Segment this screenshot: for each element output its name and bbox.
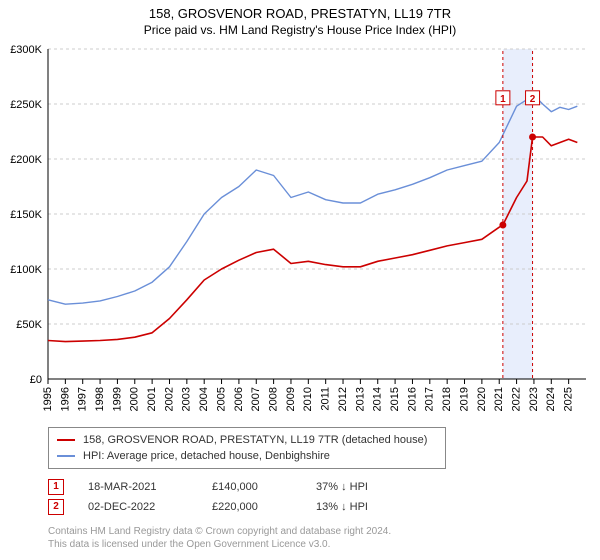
- svg-text:2023: 2023: [528, 387, 540, 411]
- svg-text:1995: 1995: [42, 387, 54, 411]
- svg-text:1999: 1999: [111, 387, 123, 411]
- legend-row: 158, GROSVENOR ROAD, PRESTATYN, LL19 7TR…: [57, 432, 437, 448]
- footnote-line-1: Contains HM Land Registry data © Crown c…: [48, 525, 600, 538]
- svg-text:£100K: £100K: [10, 264, 42, 276]
- svg-text:2015: 2015: [389, 387, 401, 411]
- footnote-line-2: This data is licensed under the Open Gov…: [48, 538, 600, 551]
- svg-text:£0: £0: [30, 374, 42, 386]
- event-row: 1 18-MAR-2021 £140,000 37% ↓ HPI: [48, 477, 600, 497]
- event-date: 18-MAR-2021: [88, 477, 188, 497]
- svg-text:2017: 2017: [424, 387, 436, 411]
- svg-text:2019: 2019: [458, 387, 470, 411]
- svg-text:2014: 2014: [372, 387, 384, 411]
- svg-text:2008: 2008: [268, 387, 280, 411]
- event-row: 2 02-DEC-2022 £220,000 13% ↓ HPI: [48, 497, 600, 517]
- svg-text:2012: 2012: [337, 387, 349, 411]
- svg-text:2002: 2002: [163, 387, 175, 411]
- svg-text:2018: 2018: [441, 387, 453, 411]
- svg-text:2006: 2006: [233, 387, 245, 411]
- page-title: 158, GROSVENOR ROAD, PRESTATYN, LL19 7TR: [0, 0, 600, 21]
- event-date: 02-DEC-2022: [88, 497, 188, 517]
- svg-text:2000: 2000: [129, 387, 141, 411]
- svg-text:£50K: £50K: [16, 319, 42, 331]
- svg-text:2022: 2022: [510, 387, 522, 411]
- svg-text:2001: 2001: [146, 387, 158, 411]
- footnote: Contains HM Land Registry data © Crown c…: [48, 525, 600, 551]
- svg-text:1998: 1998: [94, 387, 106, 411]
- svg-text:2011: 2011: [320, 387, 332, 411]
- svg-text:1996: 1996: [59, 387, 71, 411]
- legend-label: 158, GROSVENOR ROAD, PRESTATYN, LL19 7TR…: [83, 432, 427, 448]
- legend-label: HPI: Average price, detached house, Denb…: [83, 448, 330, 464]
- svg-text:2016: 2016: [406, 387, 418, 411]
- svg-text:£150K: £150K: [10, 209, 42, 221]
- svg-text:£300K: £300K: [10, 44, 42, 56]
- svg-text:2005: 2005: [215, 387, 227, 411]
- legend-row: HPI: Average price, detached house, Denb…: [57, 448, 437, 464]
- svg-text:2007: 2007: [250, 387, 262, 411]
- svg-text:2013: 2013: [354, 387, 366, 411]
- line-chart: £0 £50K £100K £150K £200K £250K £300K 1995 1996 1…: [0, 41, 600, 421]
- svg-text:2009: 2009: [285, 387, 297, 411]
- svg-text:2025: 2025: [563, 387, 575, 411]
- event-marker: 2: [48, 499, 64, 515]
- svg-text:2004: 2004: [198, 387, 210, 411]
- event-price: £220,000: [212, 497, 292, 517]
- svg-text:1997: 1997: [77, 387, 89, 411]
- svg-text:2024: 2024: [545, 387, 557, 411]
- svg-text:£200K: £200K: [10, 154, 42, 166]
- svg-text:2003: 2003: [181, 387, 193, 411]
- event-marker: 1: [48, 479, 64, 495]
- svg-text:2: 2: [530, 94, 536, 105]
- chart-area: £0 £50K £100K £150K £200K £250K £300K 1995 1996 1…: [0, 41, 600, 421]
- svg-text:£250K: £250K: [10, 99, 42, 111]
- svg-text:2020: 2020: [476, 387, 488, 411]
- legend-swatch: [57, 455, 75, 457]
- svg-text:2010: 2010: [302, 387, 314, 411]
- svg-text:2021: 2021: [493, 387, 505, 411]
- event-table: 1 18-MAR-2021 £140,000 37% ↓ HPI 2 02-DEC-202…: [48, 477, 600, 517]
- page-subtitle: Price paid vs. HM Land Registry's House …: [0, 21, 600, 41]
- legend: 158, GROSVENOR ROAD, PRESTATYN, LL19 7TR…: [48, 427, 446, 469]
- svg-text:1: 1: [500, 94, 506, 105]
- event-diff: 37% ↓ HPI: [316, 477, 396, 497]
- event-price: £140,000: [212, 477, 292, 497]
- event-diff: 13% ↓ HPI: [316, 497, 396, 517]
- legend-swatch: [57, 439, 75, 441]
